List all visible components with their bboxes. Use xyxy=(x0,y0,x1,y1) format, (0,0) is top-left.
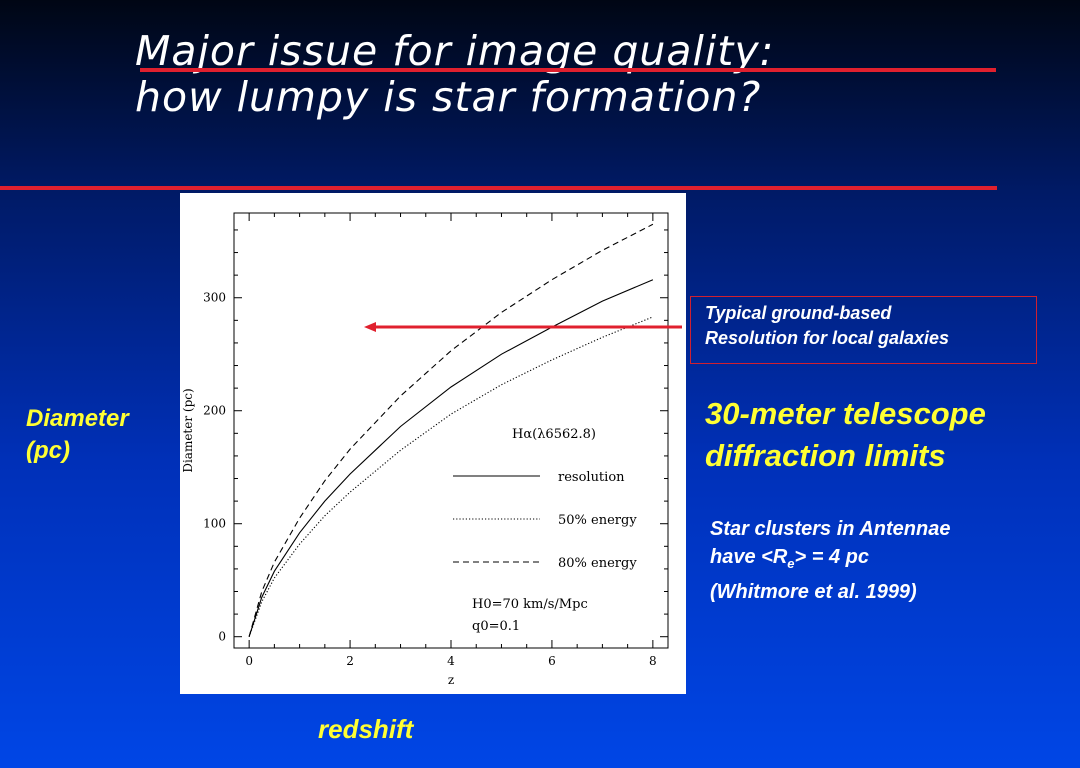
plot-panel: 0 2 4 6 8 0 100 200 300 z Diameter (pc) Hα(λ6562.8)… xyxy=(180,193,686,694)
clusters-line2-sub: e xyxy=(787,556,795,571)
legend-label: resolution xyxy=(558,470,625,485)
y-tick-label: 0 xyxy=(218,630,226,644)
legend-label: 80% energy xyxy=(558,556,637,571)
title-rule-bottom xyxy=(0,186,997,190)
clusters-line1: Star clusters in Antennae xyxy=(710,518,951,540)
title-rule-top xyxy=(140,68,996,72)
chart-param-line1: H0=70 km/s/Mpc xyxy=(472,597,588,612)
y-axis-label: Diameter (pc) xyxy=(26,403,129,467)
clusters-line3: (Whitmore et al. 1999) xyxy=(710,581,917,603)
y-axis-label-line2: (pc) xyxy=(26,437,70,464)
ground-resolution-line2: Resolution for local galaxies xyxy=(705,328,950,348)
y-axis-label-line1: Diameter xyxy=(26,405,129,432)
legend-label: 50% energy xyxy=(558,513,637,528)
x-axis-title: z xyxy=(448,673,454,687)
arrow-head-icon xyxy=(364,322,376,332)
slide-title: Major issue for image quality: how lumpy… xyxy=(135,27,775,121)
x-tick-label: 0 xyxy=(245,654,253,668)
telescope-heading-line2: diffraction limits xyxy=(705,438,946,473)
clusters-line2: have <Re> = 4 pc xyxy=(710,543,950,578)
y-tick-label: 100 xyxy=(203,517,226,531)
series-line-dotted xyxy=(248,316,654,637)
telescope-heading: 30-meter telescope diffraction limits xyxy=(705,393,986,477)
series-line-dashed xyxy=(248,223,654,637)
chart-param-line2: q0=0.1 xyxy=(472,619,520,634)
y-tick-label: 300 xyxy=(203,291,226,305)
telescope-heading-line1: 30-meter telescope xyxy=(705,396,986,431)
x-tick-label: 2 xyxy=(346,654,354,668)
ground-resolution-line1: Typical ground-based xyxy=(705,303,892,323)
x-axis-label: redshift xyxy=(318,714,414,744)
ground-resolution-box: Typical ground-based Resolution for loca… xyxy=(690,296,1037,364)
x-tick-label: 6 xyxy=(548,654,556,668)
x-tick-label: 4 xyxy=(447,654,455,668)
star-clusters-note: Star clusters in Antennae have <Re> = 4 … xyxy=(710,515,950,606)
clusters-line2-post: > = 4 pc xyxy=(794,546,870,568)
chart-annotation: Hα(λ6562.8) xyxy=(512,427,596,442)
diameter-vs-redshift-chart: 0 2 4 6 8 0 100 200 300 z Diameter (pc) Hα(λ6562.8)… xyxy=(181,212,669,687)
y-tick-label: 200 xyxy=(203,404,226,418)
series-line-solid xyxy=(248,279,654,637)
ground-resolution-arrow xyxy=(364,322,682,332)
plot-frame xyxy=(233,212,669,649)
y-axis-title: Diameter (pc) xyxy=(181,388,195,472)
clusters-line2-pre: have <R xyxy=(710,546,788,568)
x-tick-label: 8 xyxy=(649,654,657,668)
